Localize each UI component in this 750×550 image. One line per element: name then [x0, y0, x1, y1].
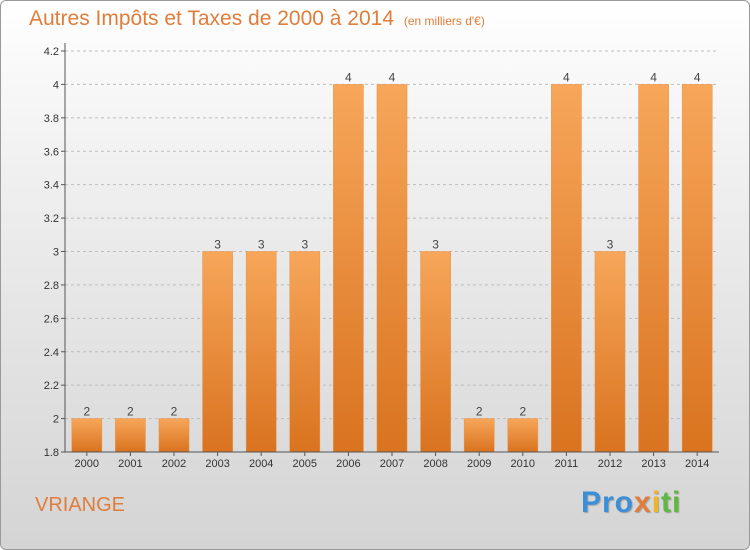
x-tick-label: 2010 [511, 458, 535, 470]
commune-name: VRIANGE [35, 494, 126, 516]
x-tick-label: 2009 [467, 458, 491, 470]
x-tick-label: 2000 [75, 458, 99, 470]
bar [158, 418, 190, 453]
x-tick-label: 2004 [249, 458, 273, 470]
x-tick-label: 2012 [598, 458, 622, 470]
x-tick-label: 2005 [293, 458, 317, 470]
bar [289, 251, 321, 453]
logo-part-2: x [634, 486, 652, 519]
y-tick-label: 2.8 [44, 280, 59, 292]
x-tick-label: 2014 [685, 458, 709, 470]
x-tick-label: 2003 [205, 458, 229, 470]
x-tick-label: 2001 [118, 458, 142, 470]
bar [376, 84, 408, 453]
bar-value-label: 2 [127, 405, 134, 419]
bar-value-label: 3 [258, 238, 265, 252]
bar [507, 418, 539, 453]
y-tick-label: 2.2 [44, 380, 59, 392]
bars [71, 84, 713, 453]
logo-part-4: ti [661, 486, 682, 519]
x-tick-label: 2013 [641, 458, 665, 470]
y-tick-label: 4 [53, 79, 59, 91]
x-axis-ticks: 2000 2001 2002 2003 2004 2005 2006 2007 2008 2009… [75, 452, 709, 470]
y-tick-label: 3 [53, 247, 59, 259]
logo-part-3: i [651, 486, 662, 519]
y-tick-label: 1.8 [44, 447, 59, 459]
y-tick-label: 2 [53, 414, 59, 426]
chart-title: Autres Impôts et Taxes de 2000 à 2014 (e… [29, 7, 485, 31]
bar-value-label: 3 [432, 238, 439, 252]
y-tick-label: 3.4 [44, 180, 59, 192]
x-tick-label: 2007 [380, 458, 404, 470]
bar [463, 418, 495, 453]
bar-value-label: 2 [171, 405, 178, 419]
bar [202, 251, 233, 453]
bar-value-label: 4 [694, 70, 701, 84]
x-tick-label: 2011 [555, 458, 579, 470]
bar [71, 418, 103, 453]
y-tick-label: 4.2 [44, 46, 59, 58]
bar [638, 84, 669, 453]
x-tick-label: 2006 [336, 458, 360, 470]
logo-part-1: Pro [581, 486, 635, 519]
bar [551, 84, 582, 453]
bar-value-label: 4 [563, 70, 570, 84]
bar-value-label: 2 [476, 405, 483, 419]
bar [245, 251, 277, 453]
bar-value-label: 3 [301, 238, 308, 252]
bar-value-label: 3 [214, 238, 221, 252]
y-axis-ticks: 1.8 2 2.2 2.4 2.6 2.8 3 3.2 3.4 3.6 3.8 4 4.2 [44, 46, 65, 459]
chart-title-unit: (en milliers d'€) [403, 14, 485, 28]
bar-value-label: 2 [83, 405, 90, 419]
chart-title-main: Autres Impôts et Taxes de 2000 à 2014 [29, 7, 395, 30]
bar-value-label: 4 [345, 70, 352, 84]
bar-value-label: 3 [607, 238, 614, 252]
y-tick-label: 2.6 [44, 313, 59, 325]
x-tick-label: 2008 [423, 458, 447, 470]
y-tick-label: 3.6 [44, 146, 59, 158]
bar [420, 251, 451, 453]
bar [333, 84, 364, 453]
x-tick-label: 2002 [162, 458, 186, 470]
bar-value-label: 2 [519, 405, 526, 419]
value-labels: 2 2 2 3 3 3 4 4 3 2 2 4 3 4 4 [83, 70, 700, 418]
bar [115, 418, 146, 453]
y-tick-label: 3.8 [44, 113, 59, 125]
bar [594, 251, 626, 453]
proxiti-logo: Proxiti [581, 486, 681, 520]
bar-value-label: 4 [650, 70, 657, 84]
bar-value-label: 4 [389, 70, 396, 84]
y-tick-label: 3.2 [44, 213, 59, 225]
y-tick-label: 2.4 [44, 347, 59, 359]
bar [681, 84, 713, 453]
